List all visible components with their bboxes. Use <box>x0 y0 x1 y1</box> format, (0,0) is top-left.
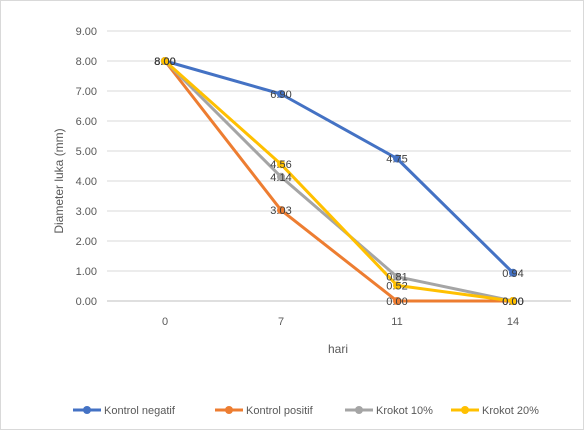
x-axis-title: hari <box>328 342 348 356</box>
y-tick-label: 5.00 <box>76 146 97 158</box>
data-point <box>509 297 517 305</box>
y-tick-label: 9.00 <box>76 26 97 38</box>
data-label: 8.00 <box>154 56 175 68</box>
legend-item: Kontrol negatif <box>73 405 176 417</box>
x-tick-label: 14 <box>507 316 519 328</box>
data-point <box>277 206 285 215</box>
legend-label: Kontrol positif <box>246 405 314 417</box>
y-tick-label: 3.00 <box>76 206 97 218</box>
data-label: 0.00 <box>386 296 407 308</box>
y-tick-label: 4.00 <box>76 176 97 188</box>
data-label: 0.81 <box>386 272 407 284</box>
legend-label: Krokot 20% <box>482 405 539 417</box>
data-label: 6.90 <box>270 89 291 101</box>
legend: Kontrol negatif Kontrol positif Krokot 10%… <box>73 405 539 417</box>
y-tick-label: 6.00 <box>76 116 97 128</box>
gridlines <box>107 30 571 302</box>
legend-marker <box>355 406 363 414</box>
x-tick-label: 7 <box>278 316 284 328</box>
data-point <box>393 154 401 163</box>
legend-item: Krokot 20% <box>451 405 539 417</box>
data-point <box>277 172 285 181</box>
y-axis-ticks: 0.00 1.00 2.00 3.00 4.00 5.00 6.00 7.00 8.00 9.00 <box>76 26 97 308</box>
legend-marker <box>83 406 91 414</box>
data-label: 3.03 <box>270 205 291 217</box>
data-point <box>509 268 517 277</box>
legend-marker <box>225 406 233 414</box>
data-point <box>277 90 285 98</box>
series-lines <box>161 57 517 305</box>
legend-label: Krokot 10% <box>376 405 433 417</box>
data-point <box>393 272 401 281</box>
data-label: 0.00 <box>502 296 523 308</box>
x-tick-label: 11 <box>391 316 402 328</box>
data-label: 0.00 <box>502 296 523 308</box>
data-label: 8.00 <box>154 56 175 68</box>
data-point <box>277 160 285 169</box>
data-label: 8.00 <box>154 56 175 68</box>
legend-label: Kontrol negatif <box>104 405 176 417</box>
data-label: 0.52 <box>386 280 407 292</box>
data-label: 4.14 <box>270 172 291 184</box>
y-tick-label: 2.00 <box>76 236 97 248</box>
y-axis-title: Diameter luka (mm) <box>52 128 66 233</box>
legend-marker <box>461 406 469 414</box>
data-point <box>393 297 401 305</box>
y-tick-label: 8.00 <box>76 56 97 68</box>
x-axis-ticks: 0 7 11 14 <box>162 316 519 328</box>
y-tick-label: 0.00 <box>76 296 97 308</box>
x-tick-label: 0 <box>162 316 168 328</box>
legend-item: Kontrol positif <box>215 405 314 417</box>
series-line <box>163 59 515 275</box>
data-label: 8.00 <box>154 56 175 68</box>
data-label: 0.00 <box>502 296 523 308</box>
data-label: 4.56 <box>270 159 291 171</box>
data-label: 0.94 <box>502 268 523 280</box>
y-tick-label: 7.00 <box>76 86 97 98</box>
y-tick-label: 1.00 <box>76 266 97 278</box>
data-label: 4.75 <box>386 154 407 166</box>
data-labels: 8.006.904.750.948.003.030.00 0.008.004.14… <box>154 56 523 308</box>
series-line <box>163 59 515 303</box>
data-point <box>161 57 169 65</box>
legend-item: Krokot 10% <box>345 405 433 417</box>
data-point <box>393 281 401 290</box>
series-line <box>163 59 515 303</box>
